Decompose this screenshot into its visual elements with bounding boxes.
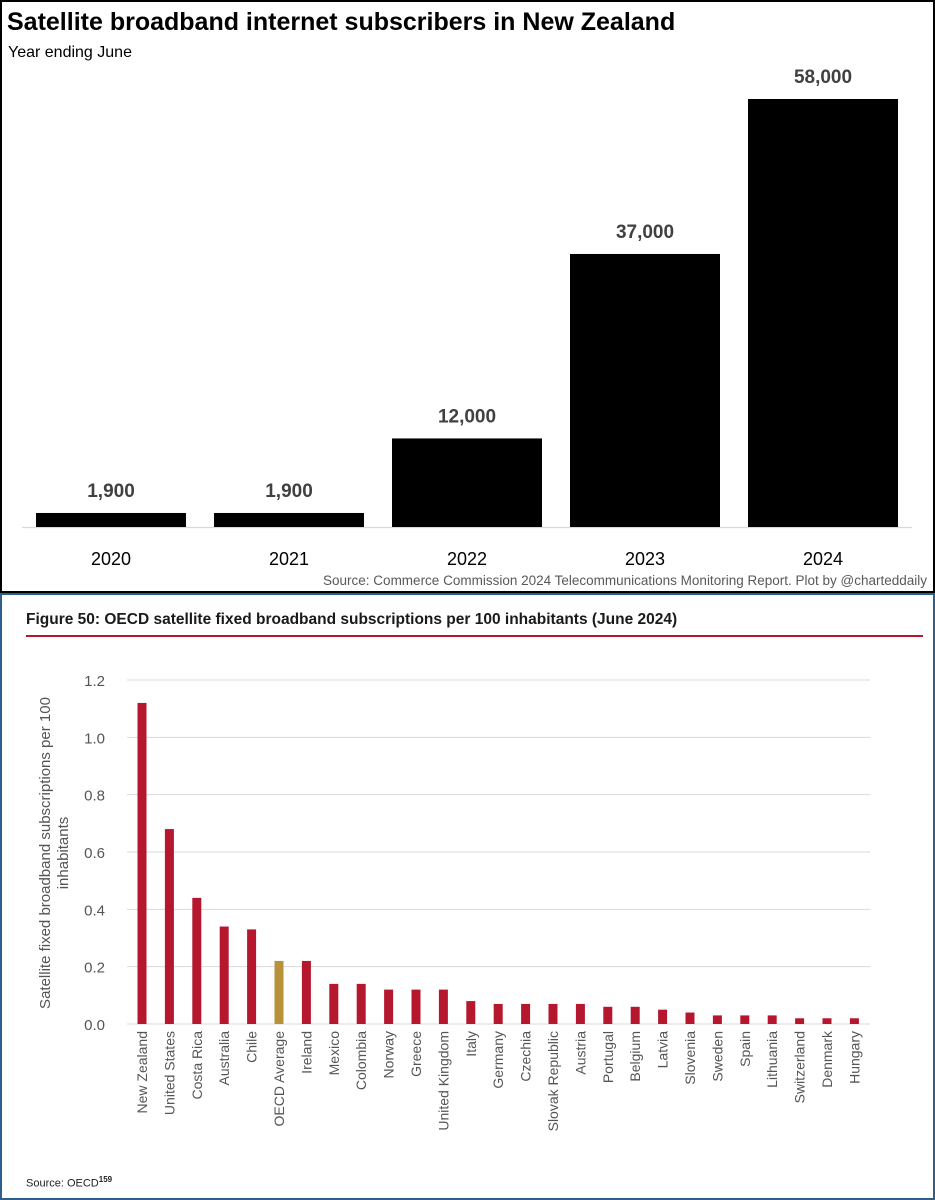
bar-oecd-average bbox=[274, 960, 284, 1024]
x-tick-hungary: Hungary bbox=[846, 1031, 862, 1084]
x-tick-denmark: Denmark bbox=[819, 1030, 835, 1088]
x-tick-germany: Germany bbox=[490, 1031, 506, 1089]
y-tick-0.4: 0.4 bbox=[84, 902, 105, 919]
bar-2021 bbox=[214, 512, 364, 527]
oecd-chart-plot: 0.0 0.2 0.4 0.6 0.8 1.0 1.2 Satellite fixed bro… bbox=[37, 673, 870, 1131]
data-label-2022: 12,000 bbox=[438, 406, 496, 427]
bar-united-kingdom bbox=[438, 989, 448, 1024]
x-tick-2024: 2024 bbox=[803, 549, 843, 569]
bar-2020 bbox=[36, 512, 186, 527]
bar-lithuania bbox=[767, 1015, 777, 1024]
bar-greece bbox=[411, 989, 421, 1024]
source-footnote: 159 bbox=[98, 1175, 113, 1184]
title-rule bbox=[26, 635, 923, 637]
x-tick-mexico: Mexico bbox=[326, 1031, 342, 1076]
bar-hungary bbox=[849, 1018, 859, 1024]
bar-portugal bbox=[603, 1006, 613, 1024]
nz-chart-title: Satellite broadband internet subscribers… bbox=[7, 8, 676, 36]
x-tick-australia: Australia bbox=[216, 1031, 232, 1086]
x-tick-slovak-republic: Slovak Republic bbox=[545, 1031, 561, 1131]
bar-spain bbox=[740, 1015, 750, 1024]
x-tick-costa-rica: Costa Rica bbox=[189, 1031, 205, 1100]
nz-chart-plot: 1,900 2020 1,900 2021 12,000 2022 37,000 2023 58… bbox=[22, 67, 912, 569]
data-label-2020: 1,900 bbox=[87, 481, 135, 502]
bar-italy bbox=[466, 1001, 476, 1024]
x-tick-2020: 2020 bbox=[91, 549, 131, 569]
source-text: Source: OECD bbox=[26, 1177, 99, 1190]
bar-chile bbox=[247, 929, 257, 1024]
y-tick-0.6: 0.6 bbox=[84, 845, 105, 862]
data-label-2023: 37,000 bbox=[616, 222, 674, 243]
x-tick-2023: 2023 bbox=[625, 549, 665, 569]
bar-2022 bbox=[392, 438, 542, 527]
data-label-2021: 1,900 bbox=[265, 481, 313, 502]
bar-united-states bbox=[164, 829, 174, 1024]
bar-slovenia bbox=[685, 1012, 695, 1024]
x-tick-lithuania: Lithuania bbox=[764, 1031, 780, 1088]
bar-belgium bbox=[630, 1006, 640, 1024]
x-tick-oecd-average: OECD Average bbox=[271, 1031, 287, 1127]
y-tick-1.0: 1.0 bbox=[84, 730, 105, 747]
x-tick-new-zealand: New Zealand bbox=[134, 1031, 150, 1114]
bar-latvia bbox=[658, 1009, 668, 1024]
data-label-2024: 58,000 bbox=[794, 67, 852, 88]
bar-costa-rica bbox=[192, 897, 202, 1024]
bar-colombia bbox=[356, 983, 366, 1024]
bar-sweden bbox=[712, 1015, 722, 1024]
x-tick-chile: Chile bbox=[244, 1031, 260, 1063]
bar-germany bbox=[493, 1003, 503, 1024]
bar-denmark bbox=[822, 1018, 832, 1024]
bar-switzerland bbox=[795, 1018, 805, 1024]
x-tick-2022: 2022 bbox=[447, 549, 487, 569]
x-tick-switzerland: Switzerland bbox=[792, 1031, 808, 1103]
oecd-chart-panel: Figure 50: OECD satellite fixed broadban… bbox=[0, 593, 935, 1200]
nz-chart-subtitle: Year ending June bbox=[8, 44, 132, 61]
bar-norway bbox=[384, 989, 394, 1024]
x-tick-czechia: Czechia bbox=[518, 1031, 534, 1082]
bar-austria bbox=[575, 1003, 585, 1024]
x-tick-sweden: Sweden bbox=[709, 1031, 725, 1082]
oecd-chart-title: Figure 50: OECD satellite fixed broadban… bbox=[26, 611, 678, 628]
x-tick-united-states: United States bbox=[161, 1031, 177, 1115]
nz-chart-source: Source: Commerce Commission 2024 Telecom… bbox=[323, 573, 927, 588]
bar-mexico bbox=[329, 983, 339, 1024]
x-tick-2021: 2021 bbox=[269, 549, 309, 569]
bar-slovak-republic bbox=[548, 1003, 558, 1024]
x-tick-slovenia: Slovenia bbox=[682, 1031, 698, 1085]
y-tick-0.0: 0.0 bbox=[84, 1017, 105, 1034]
bar-new-zealand bbox=[137, 702, 147, 1024]
bar-czechia bbox=[521, 1003, 531, 1024]
x-tick-united-kingdom: United Kingdom bbox=[435, 1031, 451, 1131]
x-tick-ireland: Ireland bbox=[298, 1031, 314, 1074]
bar-2023 bbox=[570, 253, 720, 527]
y-tick-1.2: 1.2 bbox=[84, 673, 105, 690]
y-axis-label: Satellite fixed broadband subscriptions … bbox=[37, 697, 72, 1009]
x-tick-latvia: Latvia bbox=[655, 1031, 671, 1069]
bar-2024 bbox=[748, 99, 898, 527]
nz-chart-panel: Satellite broadband internet subscribers… bbox=[0, 0, 935, 593]
bar-australia bbox=[219, 926, 229, 1024]
x-tick-belgium: Belgium bbox=[627, 1031, 643, 1082]
x-tick-greece: Greece bbox=[408, 1031, 424, 1077]
oecd-chart-source: Source: OECD159 bbox=[26, 1175, 112, 1190]
x-tick-norway: Norway bbox=[381, 1031, 397, 1078]
x-tick-colombia: Colombia bbox=[353, 1031, 369, 1090]
y-tick-0.8: 0.8 bbox=[84, 788, 105, 805]
x-tick-italy: Italy bbox=[463, 1031, 479, 1057]
x-tick-austria: Austria bbox=[572, 1031, 588, 1075]
bar-ireland bbox=[301, 960, 311, 1024]
x-tick-spain: Spain bbox=[737, 1031, 753, 1067]
x-tick-portugal: Portugal bbox=[600, 1031, 616, 1083]
y-tick-0.2: 0.2 bbox=[84, 960, 105, 977]
